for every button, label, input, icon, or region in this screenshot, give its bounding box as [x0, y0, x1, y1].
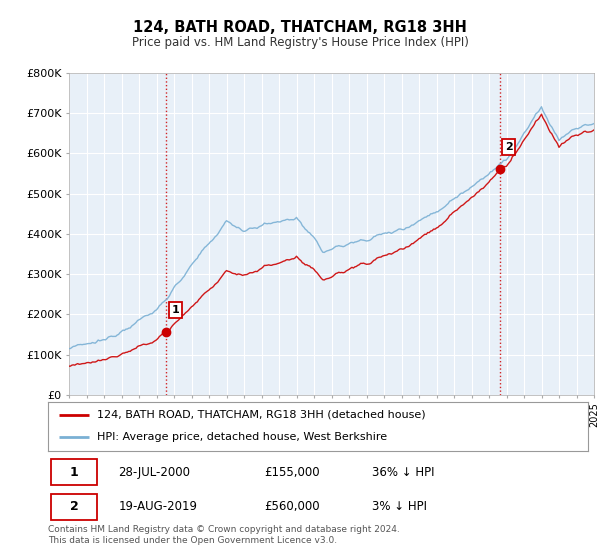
Text: 3% ↓ HPI: 3% ↓ HPI [372, 500, 427, 513]
Text: HPI: Average price, detached house, West Berkshire: HPI: Average price, detached house, West… [97, 432, 387, 442]
FancyBboxPatch shape [50, 459, 97, 486]
Text: 2: 2 [70, 500, 78, 513]
Text: Contains HM Land Registry data © Crown copyright and database right 2024.
This d: Contains HM Land Registry data © Crown c… [48, 525, 400, 545]
Text: 36% ↓ HPI: 36% ↓ HPI [372, 466, 434, 479]
FancyBboxPatch shape [50, 493, 97, 520]
Text: 19-AUG-2019: 19-AUG-2019 [118, 500, 197, 513]
Text: £155,000: £155,000 [264, 466, 320, 479]
Text: 1: 1 [70, 466, 78, 479]
Text: 28-JUL-2000: 28-JUL-2000 [118, 466, 190, 479]
Text: £560,000: £560,000 [264, 500, 320, 513]
Text: 2: 2 [505, 142, 512, 152]
Text: Price paid vs. HM Land Registry's House Price Index (HPI): Price paid vs. HM Land Registry's House … [131, 36, 469, 49]
Text: 124, BATH ROAD, THATCHAM, RG18 3HH (detached house): 124, BATH ROAD, THATCHAM, RG18 3HH (deta… [97, 410, 425, 420]
Text: 124, BATH ROAD, THATCHAM, RG18 3HH: 124, BATH ROAD, THATCHAM, RG18 3HH [133, 20, 467, 35]
Text: 1: 1 [172, 305, 179, 315]
